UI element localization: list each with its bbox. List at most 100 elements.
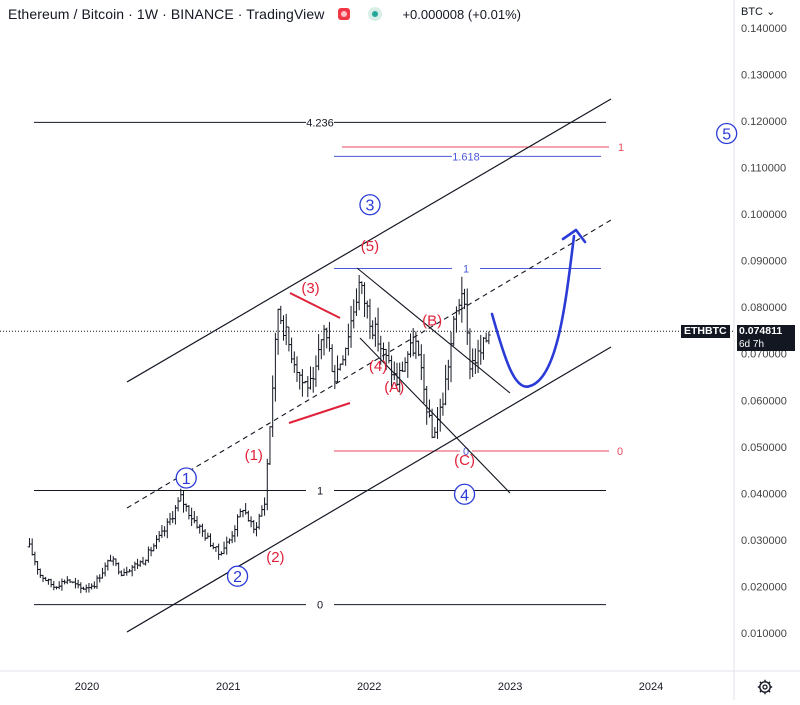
wave-circle [175, 467, 197, 489]
ohlc-bar [214, 546, 218, 552]
channel-mid-dashed-line [126, 219, 612, 509]
ohlc-bar [462, 288, 467, 310]
fib-level-label: 0 [617, 446, 623, 458]
currency-label: BTC [741, 6, 763, 18]
ohlc-bar [227, 538, 232, 545]
ohlc-bar [116, 562, 121, 575]
ohlc-bar [392, 361, 397, 381]
ohlc-bar [327, 322, 332, 352]
ohlc-bar [270, 375, 275, 438]
chart-title: Ethereum / Bitcoin · 1W · BINANCE · Trad… [8, 6, 325, 22]
wave-label-intermediate: (A) [384, 379, 404, 396]
ohlc-bar [287, 326, 291, 352]
currency-selector[interactable]: BTC ⌄ [741, 5, 775, 18]
x-axis: 2020 2021 2022 2023 2024 [75, 681, 663, 693]
fib-level-label: 4.236 [306, 117, 334, 129]
ohlc-bar [411, 328, 416, 357]
ohlc-bar [235, 514, 240, 537]
gear-icon[interactable] [757, 679, 773, 695]
ohlc-bar [362, 282, 367, 318]
ohlc-bar [438, 398, 443, 432]
fib-level-label: 1 [463, 264, 469, 276]
ohlc-bar [330, 344, 334, 373]
ohlc-bar [170, 511, 175, 524]
live-dot-icon [368, 7, 383, 21]
abc-upper-line [356, 267, 511, 394]
symbol-tag: ETHBTC [681, 325, 730, 338]
ohlc-bar [284, 313, 288, 346]
ohlc-bar [306, 376, 310, 398]
wave-label-primary: 3 [366, 198, 375, 215]
ohlc-bar [49, 578, 53, 588]
ohlc-bar [346, 323, 351, 356]
ohlc-bar [349, 305, 353, 348]
ohlc-bar [468, 328, 472, 380]
fib-level-label: 0 [317, 600, 323, 612]
fib-label-bg [306, 484, 334, 497]
ohlc-bar [146, 546, 151, 563]
ohlc-bar [443, 364, 448, 406]
ohlc-bar [154, 535, 159, 549]
ohlc-bar [108, 554, 113, 562]
wave-label-intermediate: (5) [361, 238, 379, 255]
ohlc-bar [84, 584, 89, 593]
ohlc-bar [405, 351, 410, 378]
ohlc-bar [403, 357, 407, 372]
ohlc-bar [106, 559, 110, 571]
ohlc-bar [262, 497, 267, 516]
ohlc-bar [314, 355, 318, 387]
ohlc-bar [265, 458, 270, 511]
ohlc-bar [351, 299, 356, 329]
ohlc-bar [316, 334, 321, 371]
ohlc-bar [278, 305, 283, 325]
ohlc-bar [478, 334, 483, 365]
ohlc-bar [192, 510, 197, 524]
wave-circle [453, 483, 476, 505]
ohlc-bar [176, 497, 180, 512]
channel-lower-line [126, 346, 612, 633]
ohlc-bar [311, 366, 316, 393]
ohlc-bar [103, 562, 107, 577]
ohlc-bar [422, 354, 426, 404]
ohlc-bar [357, 274, 361, 311]
y-tick-label: 0.100000 [741, 209, 787, 221]
ohlc-bar [114, 558, 118, 567]
x-tick-label: 2021 [216, 681, 240, 693]
ohlc-bar [38, 568, 43, 578]
fib-level-label: 1.618 [452, 151, 480, 163]
ohlc-bar [446, 359, 451, 391]
y-tick-label: 0.050000 [741, 442, 787, 454]
ohlc-bar [73, 578, 78, 589]
ohlc-bar [268, 426, 272, 465]
y-tick-label: 0.110000 [741, 163, 786, 175]
ohlc-bar [216, 543, 221, 560]
wave-label-intermediate: (B) [422, 313, 442, 330]
fib-label-bg [452, 262, 480, 275]
fib-level-label: 0 [463, 446, 469, 458]
fib-level-label: 1 [317, 486, 323, 498]
triangle-upper-line [289, 292, 341, 319]
market-status-icon[interactable] [338, 8, 351, 20]
ohlc-bar [260, 505, 264, 517]
chevron-down-icon: ⌄ [766, 6, 776, 18]
ohlc-bar [473, 348, 478, 374]
ohlc-bar [149, 546, 153, 557]
ohlc-bar [135, 558, 140, 569]
y-tick-label: 0.060000 [741, 395, 787, 407]
projection-path [490, 234, 576, 388]
ohlc-bar [457, 298, 461, 315]
ohlc-bar [111, 556, 116, 566]
price-change: +0.000008 (+0.01%) [402, 6, 521, 22]
ohlc-bar [35, 561, 40, 575]
ohlc-bar [57, 581, 62, 590]
wave-label-primary: 4 [460, 487, 469, 504]
ohlc-bar [79, 582, 83, 594]
ohlc-bar [27, 538, 32, 548]
x-tick-label: 2023 [498, 681, 522, 693]
wave-label-primary: 1 [182, 471, 191, 488]
ohlc-bar [281, 315, 286, 341]
wave-circle [359, 194, 381, 216]
ohlc-bar [487, 331, 491, 345]
